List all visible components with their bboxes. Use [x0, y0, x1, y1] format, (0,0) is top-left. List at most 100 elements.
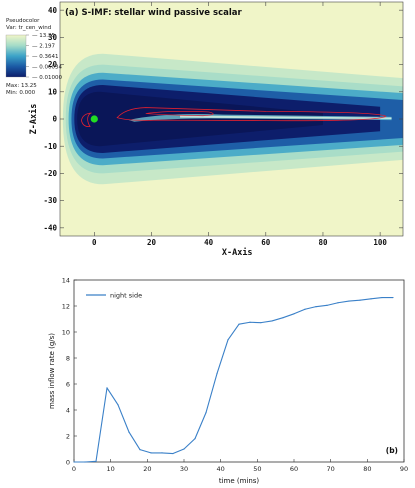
y-tick-label: -40: [43, 223, 57, 232]
data-point-night-side: [381, 296, 383, 299]
y-tick-label: 4: [66, 406, 70, 414]
data-point-night-side: [183, 448, 185, 450]
y-tick-label: 40: [48, 6, 58, 15]
data-point-night-side: [260, 322, 262, 324]
y-tick-label: -30: [43, 196, 57, 205]
y-tick-label: 6: [66, 380, 70, 388]
y-tick-label: 0: [52, 115, 57, 124]
line-chart-panel: 0 10 20 30 40 50 60 70 80 90 0 2 4 6 8 10 12 14 night si…: [48, 276, 408, 485]
contour-lines: [81, 107, 387, 128]
y-tick-label: 2: [66, 432, 70, 440]
data-point-night-side: [304, 308, 306, 310]
x-tick-label: 0: [92, 238, 97, 247]
y-tick-label: -10: [43, 142, 57, 151]
series-line-night-side: [74, 296, 393, 463]
x-tick-label: 80: [363, 465, 371, 473]
colorbar-title-line-2: Var: tr_cen_wind: [6, 25, 51, 31]
colorbar-legend: Pseudocolor Var: tr_cen_wind — 13.25 — 2.…: [5, 18, 62, 96]
colorbar-gradient: [5, 34, 27, 78]
data-point-night-side: [238, 323, 240, 325]
heatmap-panel: 0 20 40 60 80 100 -40 -30 -20 -10 0 10 20 30 40 (a) S…: [28, 1, 404, 258]
data-point-night-side: [216, 373, 218, 375]
data-point-night-side: [359, 299, 361, 301]
x-tick-label: 70: [327, 465, 335, 473]
data-point-night-side: [150, 452, 152, 454]
colorbar-tick-label: — 13.25: [32, 33, 55, 39]
heatmap-panel-label: (a) S-IMF: stellar wind passive scalar: [65, 8, 242, 18]
x-tick-label: 10: [107, 465, 115, 473]
data-point-night-side: [84, 461, 86, 463]
data-point-night-side: [326, 304, 328, 306]
x-tick-label: 60: [261, 238, 271, 247]
heatmap-x-ticks: 0 20 40 60 80 100: [92, 2, 387, 247]
heatmap-field: [62, 53, 403, 185]
x-tick-label: 40: [217, 465, 225, 473]
planet-marker: [90, 115, 98, 123]
contour-tail-inner: [145, 111, 214, 117]
x-tick-label: 0: [72, 465, 76, 473]
y-tick-label: -20: [43, 169, 57, 178]
data-point-night-side: [128, 431, 130, 433]
data-point-night-side: [139, 449, 141, 451]
line-chart-frame: [73, 279, 405, 463]
data-point-night-side: [315, 306, 317, 308]
x-tick-label: 40: [204, 238, 214, 247]
colorbar-min-label: Min: 0.000: [6, 90, 36, 96]
contour-tail: [116, 107, 387, 122]
line-chart-y-ticks: 0 2 4 6 8 10 12 14: [62, 276, 77, 466]
colorbar-tick-label: — 0.01000: [32, 75, 62, 81]
line-chart-series: [73, 296, 394, 463]
x-tick-label: 20: [147, 238, 157, 247]
field-current-sheet-core: [180, 115, 392, 119]
colorbar-tick-label: — 0.06034: [32, 65, 62, 71]
data-point-night-side: [172, 452, 174, 455]
colorbar-ticks: — 13.25 — 2.197 — 0.3641 — 0.06034 — 0.01000: [26, 33, 62, 81]
colorbar-title-line-1: Pseudocolor: [6, 18, 40, 24]
data-point-night-side: [249, 321, 251, 323]
data-point-night-side: [282, 317, 284, 319]
data-point-night-side: [194, 438, 196, 440]
x-tick-label: 100: [373, 238, 387, 247]
y-tick-label: 8: [66, 354, 70, 362]
data-point-night-side: [348, 300, 350, 302]
data-point-night-side: [73, 461, 75, 463]
x-tick-label: 50: [253, 465, 261, 473]
heatmap-y-ticks: -40 -30 -20 -10 0 10 20 30 40: [43, 6, 403, 232]
data-point-night-side: [106, 387, 108, 389]
data-point-night-side: [337, 302, 339, 304]
colorbar-tick-label: — 0.3641: [32, 54, 59, 60]
legend-label-night-side: night side: [110, 292, 142, 300]
data-point-night-side: [161, 452, 163, 454]
data-point-night-side: [271, 320, 273, 322]
y-tick-label: 12: [62, 302, 70, 310]
data-point-night-side: [227, 339, 229, 341]
line-chart-x-axis-label: time (mins): [219, 477, 260, 485]
y-tick-label: 30: [48, 33, 58, 42]
x-tick-label: 60: [290, 465, 298, 473]
colorbar-tick-label: — 2.197: [32, 44, 55, 50]
line-chart-y-axis-label: mass inflow rate (g/s): [48, 333, 56, 409]
line-chart-panel-label: (b): [386, 446, 398, 455]
data-point-night-side: [205, 412, 207, 414]
legend: night side: [86, 292, 142, 300]
data-point-night-side: [95, 460, 97, 462]
y-tick-label: 10: [62, 328, 70, 336]
x-tick-label: 90: [400, 465, 408, 473]
field-layer-deep: [77, 91, 323, 147]
data-point-night-side: [117, 404, 119, 406]
y-tick-label: 14: [62, 276, 70, 284]
x-tick-label: 80: [318, 238, 328, 247]
x-tick-label: 20: [143, 465, 151, 473]
y-tick-label: 20: [48, 60, 58, 69]
colorbar-max-label: Max: 13.25: [6, 83, 37, 89]
heatmap-y-axis-label: Z-Axis: [28, 104, 39, 135]
x-tick-label: 30: [180, 465, 188, 473]
heatmap-x-axis-label: X-Axis: [222, 247, 253, 258]
y-tick-label: 0: [66, 458, 70, 466]
data-point-night-side: [293, 313, 295, 315]
data-point-night-side: [392, 296, 394, 299]
line-chart-x-ticks: 0 10 20 30 40 50 60 70 80 90: [72, 459, 408, 473]
contour-nose: [81, 112, 92, 128]
y-tick-label: 10: [48, 87, 58, 96]
